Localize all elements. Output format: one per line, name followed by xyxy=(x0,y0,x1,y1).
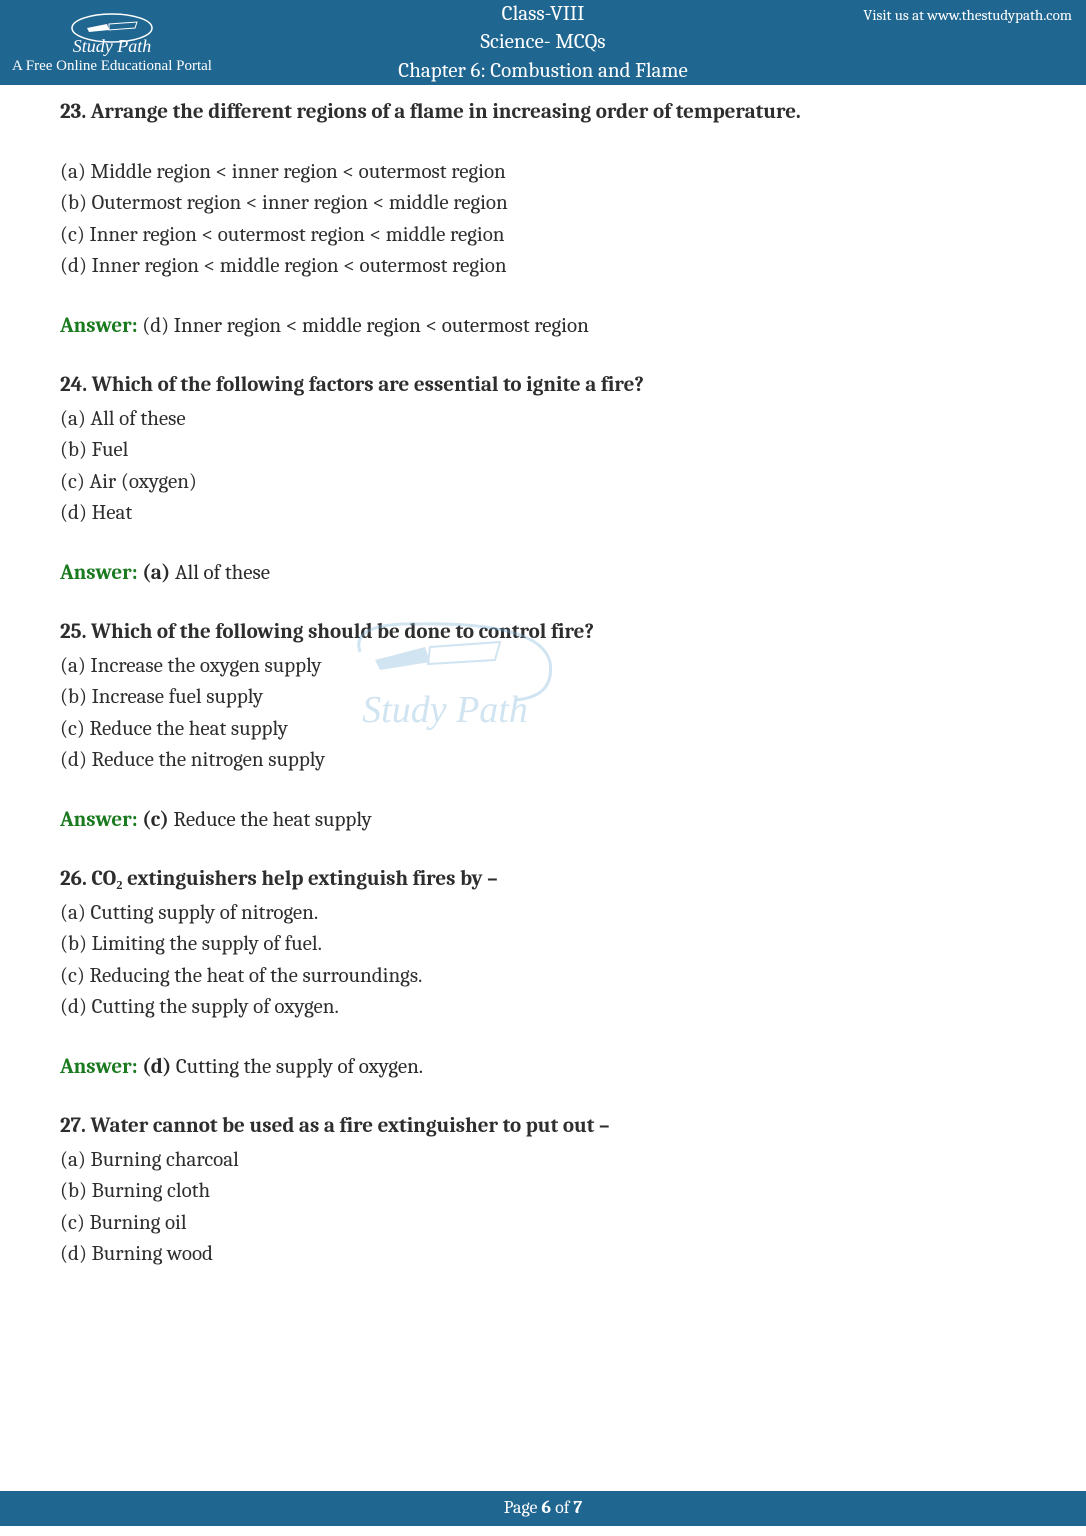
question-block: 27. Water cannot be used as a fire extin… xyxy=(60,1111,1026,1271)
header-visit-url: Visit us at www.thestudypath.com xyxy=(863,6,1072,24)
option: (c) Inner region < outermost region < mi… xyxy=(60,220,1026,252)
question-body: Which of the following factors are essen… xyxy=(92,373,644,397)
question-text: 26. CO₂ extinguishers help extinguish fi… xyxy=(60,864,1026,896)
answer-text: Reduce the heat supply xyxy=(169,808,372,832)
answer-label: Answer: xyxy=(60,1055,142,1079)
question-number: 27. xyxy=(60,1114,86,1138)
question-number: 23. xyxy=(60,100,86,124)
question-block: 25. Which of the following should be don… xyxy=(60,617,1026,836)
option: (b) Burning cloth xyxy=(60,1176,1026,1208)
question-block: 26. CO₂ extinguishers help extinguish fi… xyxy=(60,864,1026,1083)
question-block: 24. Which of the following factors are e… xyxy=(60,370,1026,589)
question-text: 23. Arrange the different regions of a f… xyxy=(60,97,1026,129)
option: (a) All of these xyxy=(60,404,1026,436)
option: (a) Increase the oxygen supply xyxy=(60,651,1026,683)
option: (a) Burning charcoal xyxy=(60,1145,1026,1177)
answer-key: (d) xyxy=(142,1055,171,1079)
question-body: CO₂ extinguishers help extinguish fires … xyxy=(91,867,497,891)
answer-line: Answer: (d) Inner region < middle region… xyxy=(60,311,1026,343)
question-body: Which of the following should be done to… xyxy=(91,620,594,644)
option: (d) Burning wood xyxy=(60,1239,1026,1271)
option: (b) Limiting the supply of fuel. xyxy=(60,929,1026,961)
page-header: Study Path A Free Online Educational Por… xyxy=(0,0,1086,85)
option: (c) Reducing the heat of the surrounding… xyxy=(60,961,1026,993)
footer-total-pages: 7 xyxy=(573,1497,582,1518)
answer-key: (a) xyxy=(142,561,170,585)
question-block: 23. Arrange the different regions of a f… xyxy=(60,97,1026,342)
answer-label: Answer: xyxy=(60,314,142,338)
answer-text: All of these xyxy=(170,561,270,585)
option: (d) Inner region < middle region < outer… xyxy=(60,251,1026,283)
option: (c) Air (oxygen) xyxy=(60,467,1026,499)
answer-line: Answer: (d) Cutting the supply of oxygen… xyxy=(60,1052,1026,1084)
option: (a) Cutting supply of nitrogen. xyxy=(60,898,1026,930)
answer-text: Cutting the supply of oxygen. xyxy=(171,1055,423,1079)
answer-key: (c) xyxy=(142,808,169,832)
logo-tagline: A Free Online Educational Portal xyxy=(12,58,212,75)
question-number: 25. xyxy=(60,620,86,644)
option: (c) Burning oil xyxy=(60,1208,1026,1240)
option: (d) Heat xyxy=(60,498,1026,530)
question-number: 26. xyxy=(60,867,87,891)
footer-mid: of xyxy=(551,1497,573,1518)
option: (b) Outermost region < inner region < mi… xyxy=(60,188,1026,220)
header-title-block: Class-VIII Science- MCQs Chapter 6: Comb… xyxy=(398,0,687,85)
svg-text:Study Path: Study Path xyxy=(73,36,152,56)
header-class: Class-VIII xyxy=(398,0,687,28)
option: (d) Cutting the supply of oxygen. xyxy=(60,992,1026,1024)
question-text: 24. Which of the following factors are e… xyxy=(60,370,1026,402)
answer-key: (d) xyxy=(142,314,169,338)
footer-current-page: 6 xyxy=(541,1497,551,1518)
answer-text: Inner region < middle region < outermost… xyxy=(169,314,589,338)
header-subject: Science- MCQs xyxy=(398,28,687,56)
answer-line: Answer: (a) All of these xyxy=(60,558,1026,590)
question-number: 24. xyxy=(60,373,87,397)
logo-area: Study Path A Free Online Educational Por… xyxy=(0,10,212,75)
footer-prefix: Page xyxy=(504,1497,542,1518)
option: (d) Reduce the nitrogen supply xyxy=(60,745,1026,777)
question-text: 27. Water cannot be used as a fire extin… xyxy=(60,1111,1026,1143)
question-body: Water cannot be used as a fire extinguis… xyxy=(90,1114,609,1138)
option: (c) Reduce the heat supply xyxy=(60,714,1026,746)
answer-label: Answer: xyxy=(60,561,142,585)
answer-line: Answer: (c) Reduce the heat supply xyxy=(60,805,1026,837)
header-chapter: Chapter 6: Combustion and Flame xyxy=(398,57,687,85)
page-footer: Page 6 of 7 xyxy=(0,1491,1086,1526)
study-path-logo-icon: Study Path xyxy=(57,10,167,58)
content-area: 23. Arrange the different regions of a f… xyxy=(0,85,1086,1319)
question-text: 25. Which of the following should be don… xyxy=(60,617,1026,649)
option: (b) Increase fuel supply xyxy=(60,682,1026,714)
question-body: Arrange the different regions of a flame… xyxy=(91,100,801,124)
answer-label: Answer: xyxy=(60,808,142,832)
option: (b) Fuel xyxy=(60,435,1026,467)
option: (a) Middle region < inner region < outer… xyxy=(60,157,1026,189)
